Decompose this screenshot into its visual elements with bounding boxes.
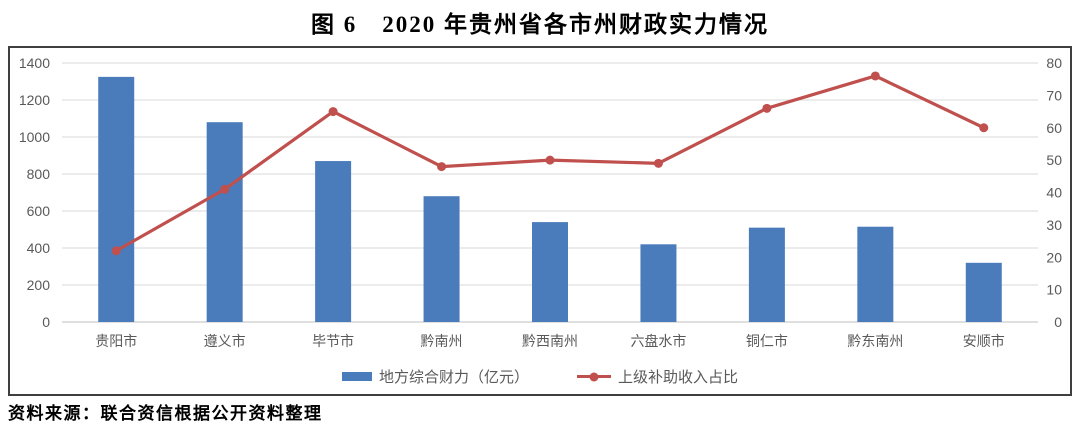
y-axis-right-tick-label: 60 <box>1046 120 1062 136</box>
x-axis-category-label: 毕节市 <box>312 333 354 349</box>
y-axis-right-tick-label: 20 <box>1046 249 1062 265</box>
y-axis-right-tick-label: 70 <box>1046 87 1062 103</box>
y-axis-right-tick-label: 30 <box>1046 217 1062 233</box>
y-axis-left-tick-label: 1200 <box>19 92 50 108</box>
line-marker-六盘水市 <box>653 158 663 168</box>
x-axis-category-label: 六盘水市 <box>630 333 686 349</box>
y-axis-left-tick-label: 400 <box>27 240 51 256</box>
legend-label-line-series: 上级补助收入占比 <box>618 369 739 386</box>
y-axis-right-tick-label: 40 <box>1046 185 1062 201</box>
chart-frame: 0 200 400 600 800 1000 1200 1400 0 10 20 30 40 50 60 70… <box>8 46 1072 396</box>
source-note: 资料来源：联合资信根据公开资料整理 <box>8 404 323 423</box>
x-axis-category-label: 安顺市 <box>963 333 1005 349</box>
y-axis-left-tick-label: 800 <box>27 166 51 182</box>
line-marker-安顺市 <box>979 123 989 133</box>
y-axis-left-tick-label: 600 <box>27 203 51 219</box>
y-axis-left-tick-label: 1400 <box>19 55 50 71</box>
line-series-swatch-icon <box>577 372 611 381</box>
line-marker-黔西南州 <box>545 155 555 165</box>
y-axis-right-tick-label: 80 <box>1046 55 1062 71</box>
line-marker-icon <box>589 372 599 381</box>
x-axis-category-label: 贵阳市 <box>95 333 137 349</box>
bar-贵阳市 <box>98 76 135 322</box>
line-marker-毕节市 <box>328 107 338 117</box>
x-axis-category-label: 黔西南州 <box>522 333 578 349</box>
legend-item-line-series: 上级补助收入占比 <box>577 366 738 387</box>
bar-series-swatch-icon <box>341 372 372 381</box>
bar-黔西南州 <box>532 222 568 322</box>
y-axis-left-tick-label: 0 <box>42 314 50 330</box>
line-marker-铜仁市 <box>762 103 772 113</box>
y-axis-left-tick-label: 1000 <box>19 129 50 145</box>
bar-铜仁市 <box>748 227 785 322</box>
chart-legend: 地方综合财力（亿元） 上级补助收入占比 <box>10 366 1070 387</box>
bar-毕节市 <box>315 161 352 322</box>
x-axis-category-label: 铜仁市 <box>746 333 788 349</box>
bar-安顺市 <box>965 262 1002 322</box>
bar-黔南州 <box>423 196 460 322</box>
y-axis-right-tick-label: 0 <box>1054 314 1062 330</box>
y-axis-right-tick-label: 10 <box>1046 282 1062 298</box>
line-marker-贵阳市 <box>111 246 121 256</box>
y-axis-right-tick-label: 50 <box>1046 152 1062 168</box>
y-axis-left-tick-label: 200 <box>27 277 51 293</box>
line-marker-黔南州 <box>437 162 447 172</box>
bar-黔东南州 <box>857 226 894 322</box>
line-marker-遵义市 <box>220 184 230 194</box>
x-axis-category-label: 黔南州 <box>421 333 463 349</box>
legend-label-bar-series: 地方综合财力（亿元） <box>378 369 529 386</box>
figure-title: 图 6 2020 年贵州省各市州财政实力情况 <box>311 12 769 37</box>
line-marker-黔东南州 <box>870 71 880 81</box>
legend-item-bar-series: 地方综合财力（亿元） <box>341 366 529 387</box>
bar-遵义市 <box>206 122 243 322</box>
x-axis-category-label: 遵义市 <box>204 333 246 349</box>
x-axis-category-label: 黔东南州 <box>847 333 903 349</box>
chart-plot-area: 0 200 400 600 800 1000 1200 1400 0 10 20 30 40 50 60 70… <box>19 55 1062 349</box>
bar-六盘水市 <box>640 244 677 322</box>
